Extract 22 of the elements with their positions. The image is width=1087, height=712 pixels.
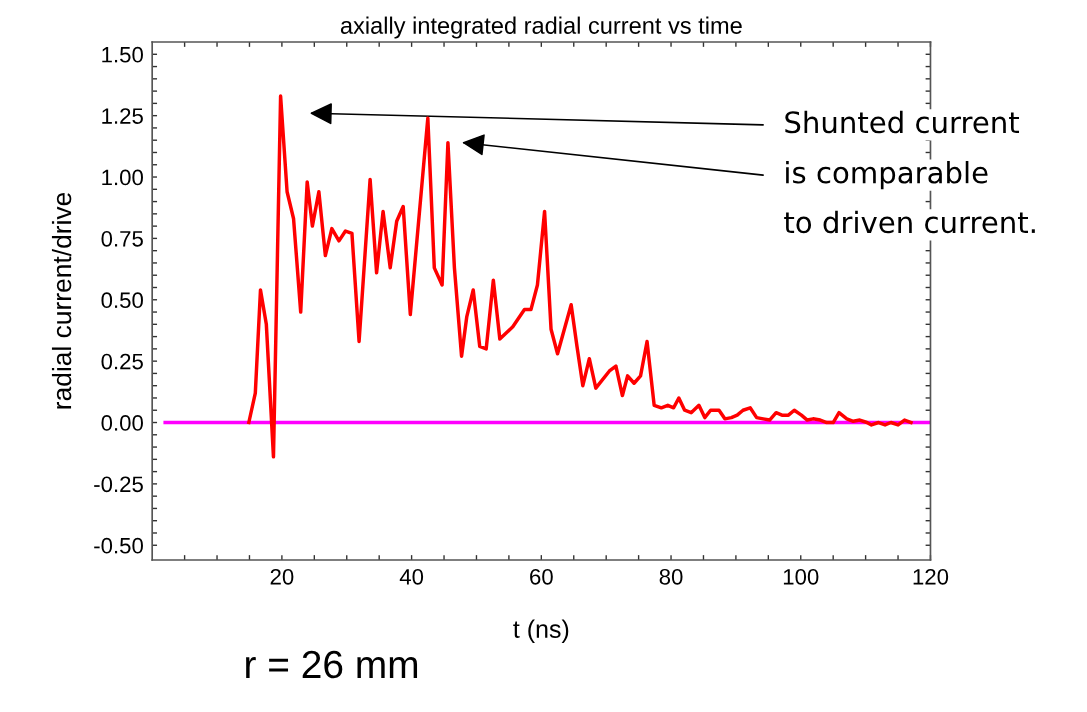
x-tick-label: 100 (783, 568, 819, 585)
chart-title: axially integrated radial current vs time (340, 16, 742, 39)
text: r = 26 mm (246, 650, 418, 679)
x-tick-label: 40 (399, 568, 424, 585)
y-tick-label: -0.25 (94, 476, 143, 493)
x-axis-title: t (ns) (513, 619, 569, 643)
x-tick-label: 20 (270, 568, 294, 585)
x-tick-label: 80 (659, 568, 683, 585)
y-tick-label: 1.00 (102, 169, 143, 186)
y-tick-label: 1.50 (102, 46, 143, 63)
x-tick-label: 60 (530, 568, 553, 585)
y-tick-label: 1.25 (102, 108, 143, 124)
y-axis-title: radial current/drive (51, 192, 72, 409)
y-tick-label: 0.25 (101, 353, 143, 370)
y-tick-label: -0.50 (94, 537, 143, 554)
y-tick-label: 0.50 (101, 292, 143, 309)
y-tick-label: 0.75 (101, 230, 143, 247)
y-tick-label: 0.00 (101, 415, 143, 431)
annotation: Shunted current (785, 110, 1020, 134)
annotation: is comparable (786, 161, 988, 190)
x-tick-label: 120 (913, 568, 949, 585)
annotation: to driven current. (784, 210, 1035, 234)
